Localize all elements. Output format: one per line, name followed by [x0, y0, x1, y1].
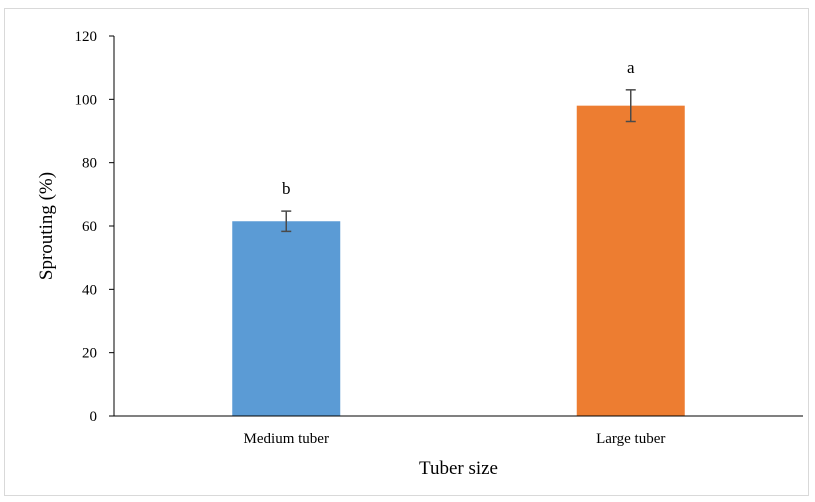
y-tick-label: 120	[75, 29, 98, 45]
bar	[576, 105, 685, 417]
x-tick-label: Large tuber	[596, 431, 665, 447]
chart-axes	[109, 35, 803, 417]
y-tick-label: 80	[82, 156, 97, 172]
significance-letter: b	[282, 179, 291, 198]
chart-labels: Tuber size Sprouting (%) 0 20 40 60 80 100 120…	[36, 29, 665, 479]
y-tick-label: 40	[82, 282, 97, 298]
y-tick-label: 100	[75, 92, 98, 108]
y-tick-label: 0	[90, 409, 98, 425]
y-tick-label: 60	[82, 219, 97, 235]
y-tick-label: 20	[82, 346, 97, 362]
x-axis-title: Tuber size	[419, 458, 498, 479]
chart-marks	[232, 89, 685, 417]
x-tick-label: Medium tuber	[244, 431, 329, 447]
y-axis-title: Sprouting (%)	[36, 172, 57, 280]
significance-letter: a	[627, 58, 635, 77]
bar	[232, 221, 341, 416]
